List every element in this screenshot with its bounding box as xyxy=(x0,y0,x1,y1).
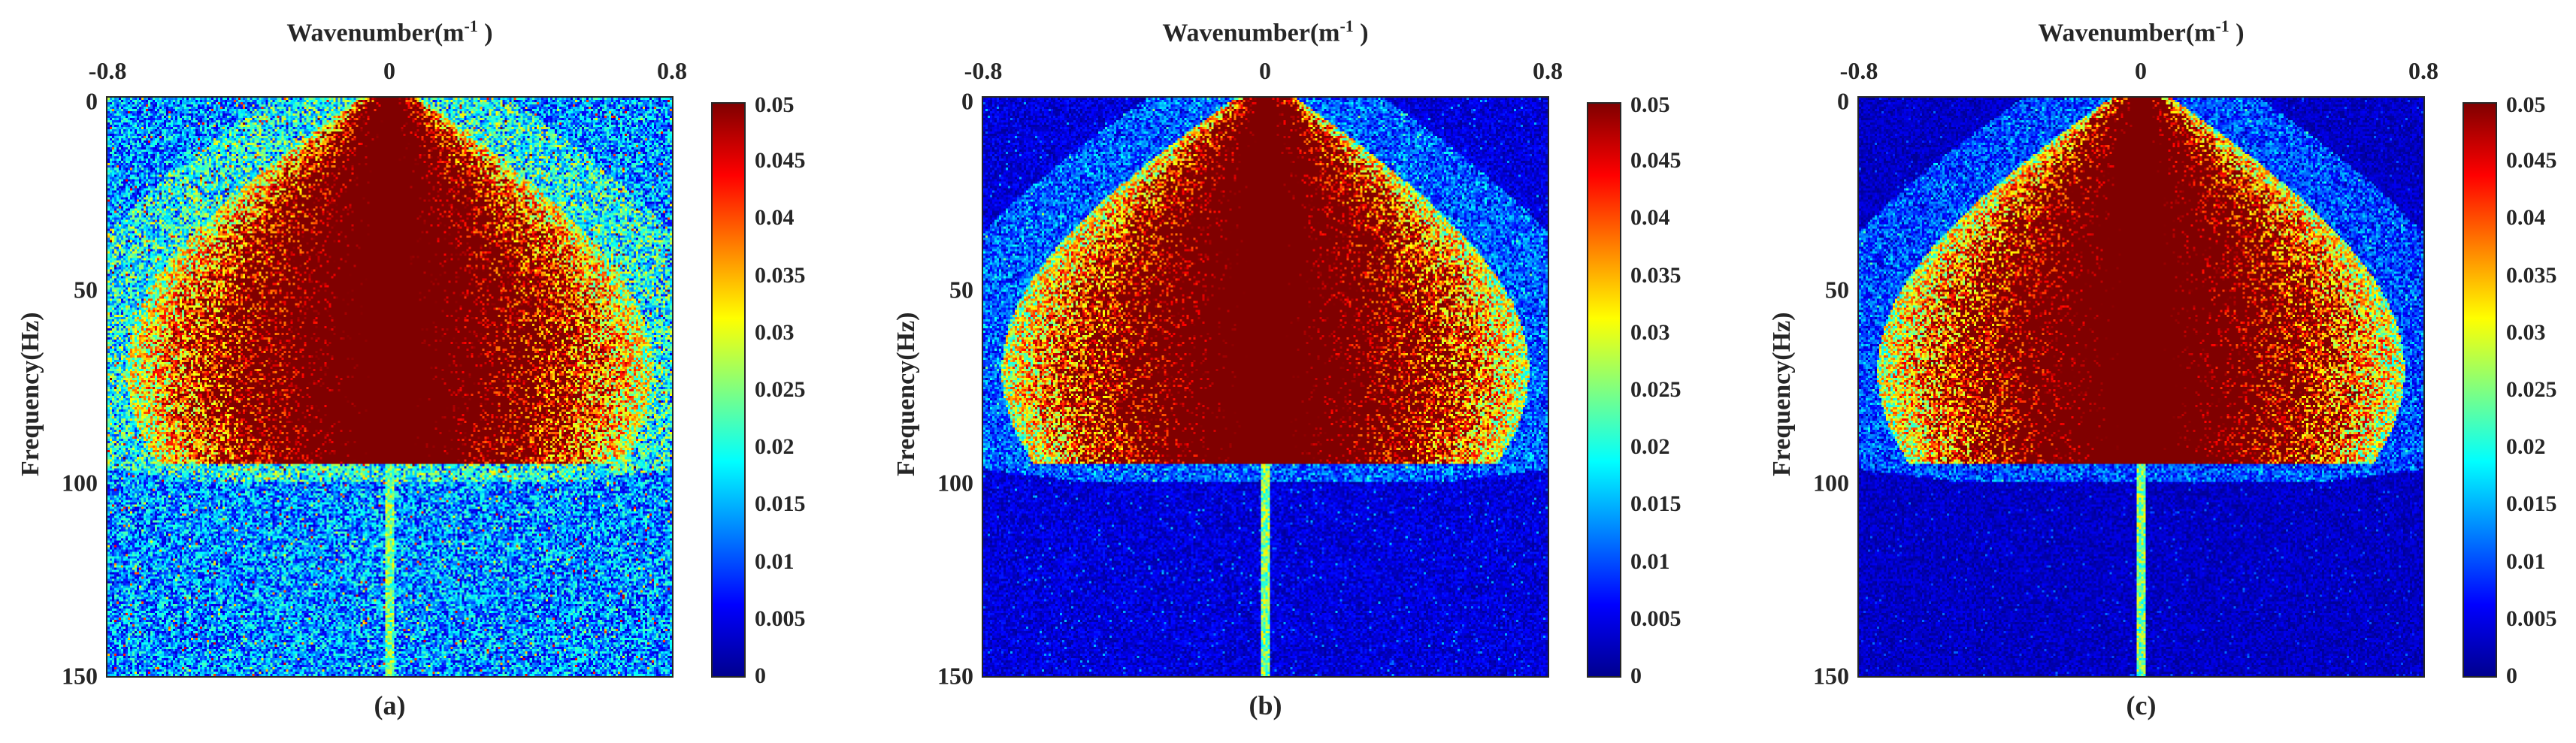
x-tick-label: 0 xyxy=(2135,57,2147,84)
colorbar-label: 0.04 xyxy=(2506,205,2546,230)
y-axis-title: Frequency(Hz) xyxy=(892,312,920,476)
colorbar-label: 0.02 xyxy=(755,434,795,459)
colorbar-label: 0.01 xyxy=(2506,549,2546,574)
y-axis-title: Frequency(Hz) xyxy=(1768,312,1796,476)
colorbar-label: 0 xyxy=(1630,663,1642,688)
y-tick-label: 50 xyxy=(74,276,98,304)
colorbar-label: 0.005 xyxy=(2506,606,2557,631)
colorbar-label: 0.035 xyxy=(2506,263,2557,288)
y-axis-title: Frequency(Hz) xyxy=(17,312,44,476)
x-tick-label: -0.8 xyxy=(964,57,1003,84)
colorbar-label: 0.015 xyxy=(755,491,806,516)
y-tick-label: 50 xyxy=(949,276,973,304)
heatmap-image xyxy=(983,98,1548,676)
x-tick-label: 0.8 xyxy=(657,57,687,84)
colorbar-label: 0.015 xyxy=(2506,491,2557,516)
y-tick-label: 100 xyxy=(937,469,973,497)
y-tick-label: 150 xyxy=(937,662,973,690)
x-tick-label: 0 xyxy=(383,57,395,84)
colorbar xyxy=(711,102,746,678)
y-tick-label: 150 xyxy=(62,662,98,690)
x-tick-label: 0 xyxy=(1259,57,1271,84)
colorbar-label: 0.04 xyxy=(1630,205,1670,230)
y-tick-label: 0 xyxy=(961,87,973,115)
colorbar-label: 0.03 xyxy=(755,320,795,345)
colorbar-label: 0.025 xyxy=(1630,377,1682,402)
colorbar-label: 0.005 xyxy=(755,606,806,631)
y-tick-label: 0 xyxy=(1837,87,1849,115)
panel-a: Wavenumber(m-1 ) -0.8 0 0.8 Frequency(Hz… xyxy=(0,0,872,743)
colorbar-label: 0.025 xyxy=(2506,377,2557,402)
y-tick-label: 150 xyxy=(1813,662,1849,690)
y-tick-label: 100 xyxy=(62,469,98,497)
x-axis-title: Wavenumber(m-1 ) xyxy=(1162,17,1369,47)
colorbar-label: 0 xyxy=(755,663,766,688)
colorbar-label: 0.05 xyxy=(755,92,795,117)
heatmap-plot-area xyxy=(982,96,1549,678)
colorbar-label: 0.005 xyxy=(1630,606,1682,631)
panel-label: (c) xyxy=(2126,690,2157,720)
colorbar-label: 0.02 xyxy=(2506,434,2546,459)
colorbar-label: 0.035 xyxy=(1630,263,1682,288)
heatmap-plot-area xyxy=(106,96,674,678)
colorbar-label: 0.035 xyxy=(755,263,806,288)
x-tick-label: 0.8 xyxy=(2408,57,2438,84)
panel-label: (a) xyxy=(374,690,406,720)
x-tick-label: -0.8 xyxy=(88,57,127,84)
heatmap-plot-area xyxy=(1857,96,2425,678)
colorbar-label: 0.045 xyxy=(1630,148,1682,173)
colorbar xyxy=(2462,102,2497,678)
heatmap-image xyxy=(107,98,672,676)
colorbar-label: 0.045 xyxy=(755,148,806,173)
colorbar-label: 0.05 xyxy=(1630,92,1670,117)
colorbar-label: 0.03 xyxy=(2506,320,2546,345)
heatmap-image xyxy=(1859,98,2423,676)
colorbar-label: 0 xyxy=(2506,663,2517,688)
panel-c: Wavenumber(m-1 ) -0.8 0 0.8 Frequency(Hz… xyxy=(1751,0,2576,743)
x-axis-title: Wavenumber(m-1 ) xyxy=(286,17,493,47)
y-tick-label: 50 xyxy=(1825,276,1849,304)
panel-label: (b) xyxy=(1249,690,1282,720)
x-tick-label: 0.8 xyxy=(1533,57,1563,84)
colorbar-label: 0.045 xyxy=(2506,148,2557,173)
colorbar-label: 0.01 xyxy=(1630,549,1670,574)
colorbar-label: 0.015 xyxy=(1630,491,1682,516)
colorbar-label: 0.01 xyxy=(755,549,795,574)
colorbar-label: 0.05 xyxy=(2506,92,2546,117)
colorbar-label: 0.025 xyxy=(755,377,806,402)
colorbar xyxy=(1587,102,1621,678)
colorbar-label: 0.03 xyxy=(1630,320,1670,345)
colorbar-label: 0.02 xyxy=(1630,434,1670,459)
y-tick-label: 100 xyxy=(1813,469,1849,497)
x-axis-title: Wavenumber(m-1 ) xyxy=(2038,17,2245,47)
y-tick-label: 0 xyxy=(86,87,98,115)
x-tick-label: -0.8 xyxy=(1839,57,1878,84)
panel-b: Wavenumber(m-1 ) -0.8 0 0.8 Frequency(Hz… xyxy=(876,0,1748,743)
colorbar-label: 0.04 xyxy=(755,205,795,230)
